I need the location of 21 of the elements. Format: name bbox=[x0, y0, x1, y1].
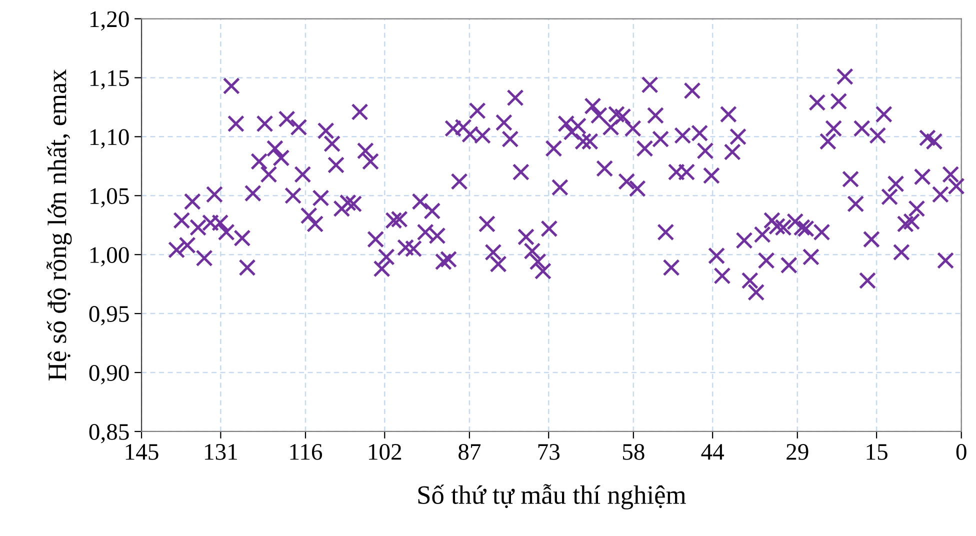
x-tick-label: 145 bbox=[126, 444, 158, 460]
y-tick-label: 1,20 bbox=[90, 11, 129, 31]
x-tick-label: 15 bbox=[866, 444, 888, 460]
x-tick-label: 73 bbox=[538, 444, 560, 460]
x-tick-label: 87 bbox=[458, 444, 481, 460]
y-tick-label: 1,10 bbox=[90, 129, 129, 148]
x-tick-label: 44 bbox=[701, 444, 724, 460]
y-tick-label: 0,85 bbox=[89, 424, 129, 444]
x-axis-title: Số thứ tự mẫu thí nghiệm bbox=[418, 484, 686, 510]
x-tick-label: 102 bbox=[369, 444, 402, 460]
y-tick-label: 0,90 bbox=[89, 365, 129, 384]
x-tick-label: 0 bbox=[956, 444, 966, 460]
y-tick-label: 1,00 bbox=[90, 247, 129, 266]
x-tick-label: 116 bbox=[290, 444, 322, 460]
y-tick-label: 1,15 bbox=[90, 70, 129, 90]
x-tick-label: 29 bbox=[786, 444, 808, 460]
x-tick-label: 58 bbox=[622, 444, 644, 460]
y-tick-label: 1,05 bbox=[90, 188, 129, 208]
y-axis-title: Hệ số độ rỗng lớn nhất, emax bbox=[46, 69, 72, 380]
x-tick-label: 131 bbox=[205, 444, 237, 460]
y-tick-label: 0,95 bbox=[89, 306, 129, 326]
